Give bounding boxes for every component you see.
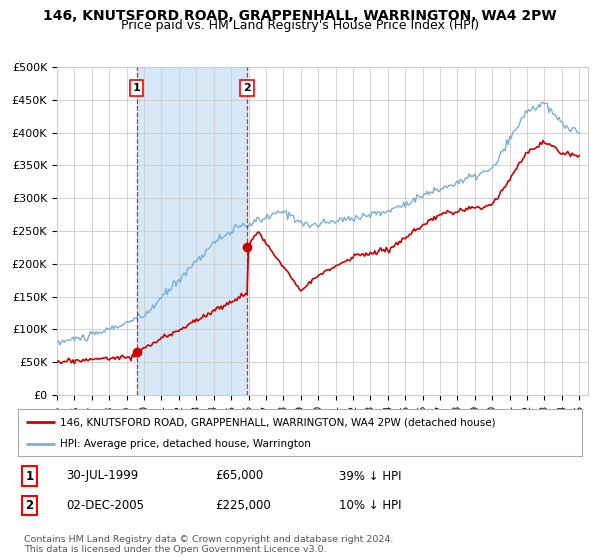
Text: 1: 1 [133, 83, 140, 93]
Text: HPI: Average price, detached house, Warrington: HPI: Average price, detached house, Warr… [60, 439, 311, 449]
Text: 146, KNUTSFORD ROAD, GRAPPENHALL, WARRINGTON, WA4 2PW: 146, KNUTSFORD ROAD, GRAPPENHALL, WARRIN… [43, 9, 557, 23]
Text: Price paid vs. HM Land Registry's House Price Index (HPI): Price paid vs. HM Land Registry's House … [121, 18, 479, 32]
Text: £225,000: £225,000 [215, 499, 271, 512]
Text: £65,000: £65,000 [215, 469, 263, 483]
Text: 10% ↓ HPI: 10% ↓ HPI [340, 499, 402, 512]
Text: 30-JUL-1999: 30-JUL-1999 [66, 469, 138, 483]
Text: 1: 1 [25, 469, 34, 483]
Text: 146, KNUTSFORD ROAD, GRAPPENHALL, WARRINGTON, WA4 2PW (detached house): 146, KNUTSFORD ROAD, GRAPPENHALL, WARRIN… [60, 417, 496, 427]
Text: Contains HM Land Registry data © Crown copyright and database right 2024.
This d: Contains HM Land Registry data © Crown c… [24, 535, 394, 554]
Text: 39% ↓ HPI: 39% ↓ HPI [340, 469, 402, 483]
Text: 02-DEC-2005: 02-DEC-2005 [66, 499, 144, 512]
Text: 2: 2 [243, 83, 251, 93]
Bar [137, 67, 247, 395]
Text: 2: 2 [25, 499, 34, 512]
